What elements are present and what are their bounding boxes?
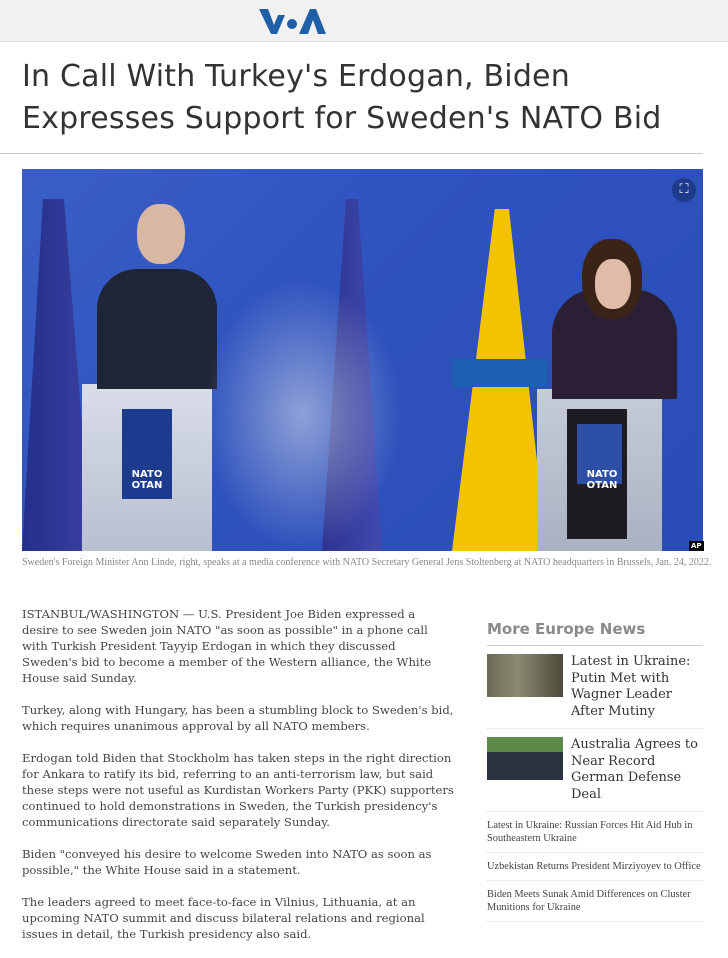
expand-icon[interactable]: ⛶ bbox=[672, 178, 696, 202]
sidebar-heading: More Europe News bbox=[487, 620, 703, 646]
paragraph: Erdogan told Biden that Stockholm has ta… bbox=[22, 751, 454, 829]
photo-caption: Sweden's Foreign Minister Ann Linde, rig… bbox=[22, 557, 712, 568]
article-photo: NATO OTAN NATO OTAN bbox=[22, 169, 703, 551]
paragraph: Turkey, along with Hungary, has been a s… bbox=[22, 703, 454, 733]
news-item[interactable]: Latest in Ukraine: Putin Met with Wagner… bbox=[487, 646, 703, 729]
podium-label: NATO OTAN bbox=[131, 469, 163, 491]
photo-credit: AP bbox=[689, 541, 704, 551]
news-link[interactable]: Biden Meets Sunak Amid Differences on Cl… bbox=[487, 881, 703, 922]
news-link[interactable]: Latest in Ukraine: Russian Forces Hit Ai… bbox=[487, 812, 703, 853]
paragraph: ISTANBUL/WASHINGTON — U.S. President Joe… bbox=[22, 607, 432, 685]
voa-logo[interactable] bbox=[258, 6, 326, 36]
news-title[interactable]: Australia Agrees to Near Record German D… bbox=[571, 737, 698, 802]
news-thumbnail[interactable] bbox=[487, 737, 563, 780]
article-title: In Call With Turkey's Erdogan, Biden Exp… bbox=[22, 59, 662, 136]
more-news-sidebar: More Europe News Latest in Ukraine: Puti… bbox=[487, 620, 703, 922]
news-title[interactable]: Latest in Ukraine: Putin Met with Wagner… bbox=[571, 654, 691, 719]
article-body: ISTANBUL/WASHINGTON — U.S. President Joe… bbox=[22, 606, 454, 958]
paragraph: Biden "conveyed his desire to welcome Sw… bbox=[22, 847, 432, 877]
podium-label: NATO OTAN bbox=[586, 469, 618, 491]
news-item[interactable]: Australia Agrees to Near Record German D… bbox=[487, 729, 703, 812]
paragraph: The leaders agreed to meet face-to-face … bbox=[22, 895, 425, 941]
divider bbox=[0, 153, 703, 154]
top-bar bbox=[0, 0, 728, 42]
news-link[interactable]: Uzbekistan Returns President Mirziyoyev … bbox=[487, 853, 703, 881]
news-thumbnail[interactable] bbox=[487, 654, 563, 697]
